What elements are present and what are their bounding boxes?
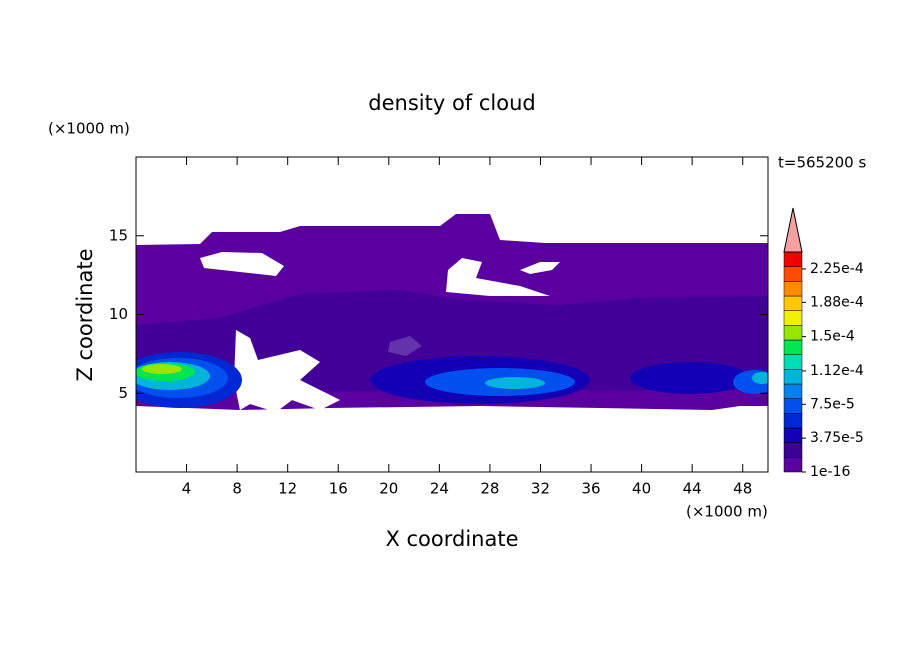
contour-field <box>136 214 768 412</box>
x-unit: (×1000 m) <box>686 503 768 521</box>
colorbar-box <box>783 266 803 282</box>
colorbar-box <box>783 310 803 326</box>
x-tick-label: 8 <box>232 480 242 498</box>
x-tick-label: 16 <box>329 480 348 498</box>
chart-title: density of cloud <box>368 91 535 115</box>
contour-region <box>485 377 545 389</box>
x-tick-label: 28 <box>480 480 499 498</box>
y-tick-label: 15 <box>109 226 128 244</box>
contour-region <box>752 372 768 384</box>
colorbar-tick-label: 1.88e-4 <box>810 294 864 310</box>
colorbar-box <box>783 251 803 267</box>
colorbar-box <box>783 354 803 370</box>
contour-hole <box>520 262 560 274</box>
colorbar-box <box>783 442 803 458</box>
x-axis-label: X coordinate <box>385 527 518 551</box>
colorbar-box <box>783 369 803 385</box>
colorbar-box <box>783 383 803 399</box>
contour-region <box>630 362 750 394</box>
contour-hole <box>200 252 284 276</box>
colorbar-tick-label: 1e-16 <box>810 464 850 480</box>
colorbar-tick-label: 1.12e-4 <box>810 363 864 379</box>
x-tick-label: 48 <box>733 480 752 498</box>
time-label: t=565200 s <box>778 154 866 172</box>
colorbar-box <box>783 413 803 429</box>
colorbar-box <box>783 295 803 311</box>
colorbar-box <box>783 339 803 355</box>
x-tick-label: 44 <box>683 480 702 498</box>
y-tick-label: 5 <box>118 384 128 402</box>
contour-region <box>142 364 182 374</box>
colorbar-box <box>783 398 803 414</box>
x-tick-label: 40 <box>632 480 651 498</box>
colorbar-tick-label: 3.75e-5 <box>810 430 864 446</box>
colorbar-box <box>783 281 803 297</box>
x-tick-label: 4 <box>182 480 192 498</box>
colorbar-tick-label: 7.5e-5 <box>810 396 855 412</box>
x-tick-label: 32 <box>531 480 550 498</box>
x-tick-label: 24 <box>430 480 449 498</box>
y-tick-label: 10 <box>109 305 128 323</box>
colorbar-tick-label: 2.25e-4 <box>810 261 864 277</box>
colorbar-box <box>783 457 803 473</box>
colorbar-box <box>783 325 803 341</box>
x-tick-label: 12 <box>278 480 297 498</box>
contour-hole <box>234 330 340 412</box>
x-tick-label: 20 <box>379 480 398 498</box>
colorbar-extend <box>783 207 803 253</box>
colorbar-box <box>783 427 803 443</box>
colorbar-tick-label: 1.5e-4 <box>810 329 855 345</box>
contour-hole <box>446 258 550 296</box>
y-axis-label: Z coordinate <box>73 248 97 381</box>
y-unit: (×1000 m) <box>48 120 130 138</box>
x-tick-label: 36 <box>581 480 600 498</box>
